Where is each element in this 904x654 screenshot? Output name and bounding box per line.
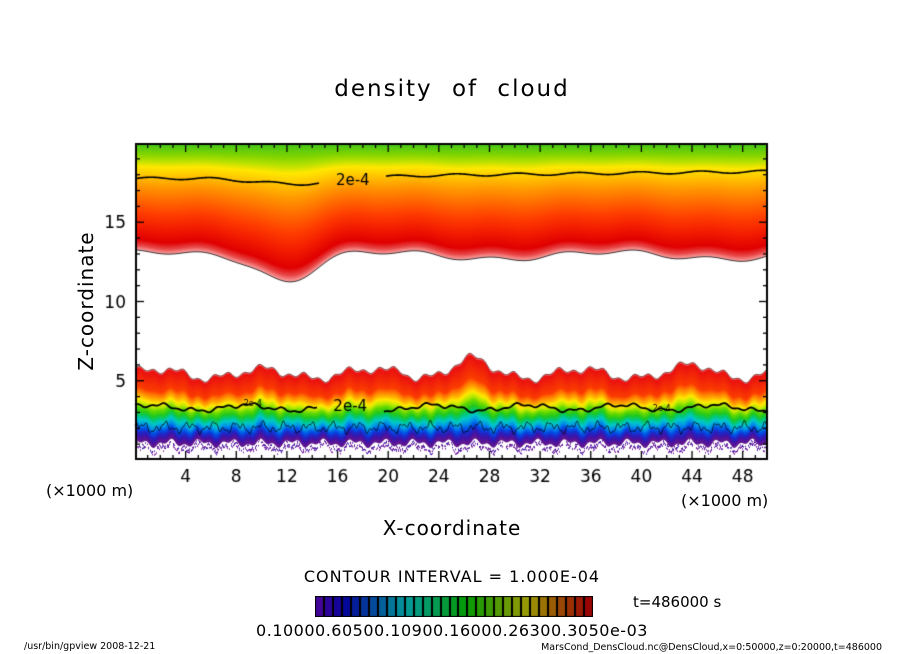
contour-plot [100,135,790,490]
contour-interval-label: CONTOUR INTERVAL = 1.000E-04 [303,567,601,586]
y-axis-title: Z-coordinate [74,231,98,371]
colorbar-tick-labels: 0.10000.60500.10900.16000.26300.3050e-03 [256,621,648,640]
time-label: t=486000 s [633,593,722,611]
x-axis-unit-label-left: (×1000 m) [46,481,134,500]
footer-command-path: /usr/bin/gpview 2008-12-21 [24,641,156,652]
footer-dataset-info: MarsCond_DensCloud.nc@DensCloud,x=0:5000… [541,642,882,653]
x-axis-unit-label-right: (×1000 m) [681,491,769,510]
colorbar [315,596,593,617]
chart-title: density of cloud [334,76,570,102]
x-axis-title: X-coordinate [382,516,522,540]
